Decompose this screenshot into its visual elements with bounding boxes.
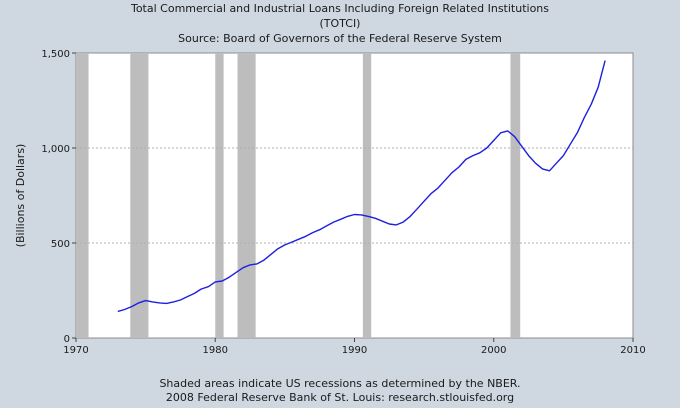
recession-bands (76, 53, 521, 338)
y-tick-label-0: 0 (64, 334, 70, 345)
x-tick-label-0: 1970 (63, 345, 88, 356)
gridlines (76, 147, 633, 244)
x-tick-label-2: 1990 (342, 345, 367, 356)
recession-band-2 (215, 53, 224, 338)
footer-note-nber: Shaded areas indicate US recessions as d… (159, 377, 521, 390)
footer-note-source: 2008 Federal Reserve Bank of St. Louis: … (165, 391, 515, 404)
axis-ticks: 0 500 1,000 1,500 1970 1980 1990 2000 2010 (41, 49, 645, 356)
plot-area (75, 52, 634, 339)
y-tick-label-2: 1,000 (41, 144, 70, 155)
y-axis-label: (Billions of Dollars) (14, 144, 27, 248)
series-line-0 (117, 60, 606, 313)
recession-band-0 (76, 53, 89, 338)
chart-source: Source: Board of Governors of the Federa… (178, 32, 502, 45)
x-tick-label-1: 1980 (203, 345, 228, 356)
x-tick-label-4: 2010 (620, 345, 645, 356)
chart-title: Total Commercial and Industrial Loans In… (130, 2, 550, 15)
recession-band-1 (130, 53, 149, 338)
y-tick-label-3: 1,500 (41, 49, 70, 60)
chart-subtitle: (TOTCI) (319, 17, 361, 30)
recession-band-3 (237, 53, 256, 338)
y-tick-label-1: 500 (51, 239, 70, 250)
recession-band-5 (510, 53, 521, 338)
recession-band-4 (362, 53, 372, 338)
series-lines (117, 60, 606, 313)
x-tick-label-3: 2000 (481, 345, 506, 356)
